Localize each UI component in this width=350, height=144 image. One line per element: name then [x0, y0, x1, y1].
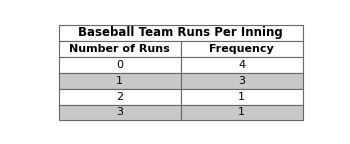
Text: 2: 2 [116, 92, 123, 102]
Bar [181, 89, 303, 105]
Bar [181, 57, 303, 73]
Text: 3: 3 [238, 76, 245, 86]
Bar [59, 105, 181, 120]
Bar [181, 105, 303, 120]
Bar [59, 89, 181, 105]
Bar [59, 41, 181, 57]
Bar [181, 41, 303, 57]
Text: 4: 4 [238, 60, 245, 70]
Text: Frequency: Frequency [209, 44, 274, 54]
Text: 0: 0 [116, 60, 123, 70]
Text: 3: 3 [116, 107, 123, 118]
Text: 1: 1 [238, 92, 245, 102]
Bar [59, 57, 181, 73]
Bar [59, 73, 181, 89]
Bar [181, 73, 303, 89]
Text: 1: 1 [116, 76, 123, 86]
Text: Number of Runs: Number of Runs [69, 44, 170, 54]
Bar [59, 25, 303, 41]
Text: Baseball Team Runs Per Inning: Baseball Team Runs Per Inning [78, 26, 283, 39]
Text: 1: 1 [238, 107, 245, 118]
